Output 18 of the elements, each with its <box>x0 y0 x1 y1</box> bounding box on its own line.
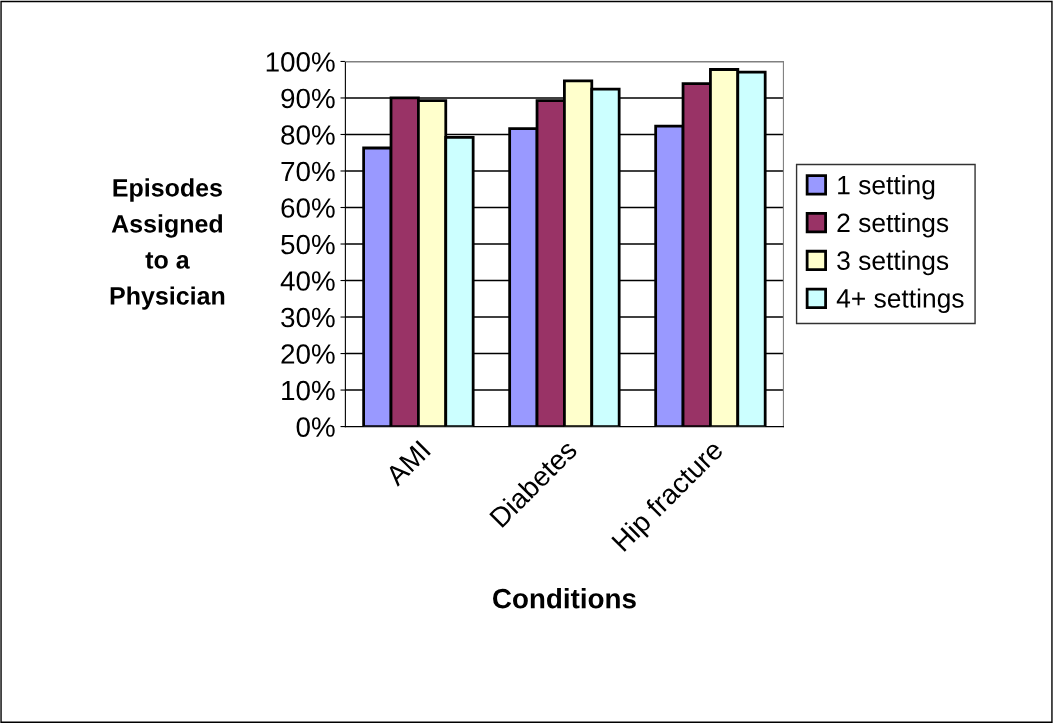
y-tick-label: 70% <box>281 161 335 182</box>
legend-label: 2 settings <box>837 212 949 238</box>
y-tick-label: 10% <box>282 380 335 401</box>
legend-label: 3 settings <box>837 250 949 276</box>
y-tick-label: 50% <box>281 234 335 255</box>
y-tick-label: 90% <box>281 88 335 109</box>
y-tick-label: 0% <box>296 417 335 437</box>
legend-label: 1 setting <box>838 175 935 200</box>
x-tick-label: AMI <box>384 440 431 487</box>
legend-label: 4+ settings <box>836 288 964 313</box>
x-axis-title: Conditions <box>493 588 636 609</box>
y-tick-label: 100% <box>266 52 335 72</box>
y-tick-label: 60% <box>281 198 335 218</box>
y-tick-label: 20% <box>281 344 335 364</box>
y-tick-label: 80% <box>281 125 335 145</box>
y-tick-label: 30% <box>281 307 335 328</box>
y-axis-title: Episodes Assigned to a Physician <box>110 178 225 310</box>
y-tick-label: 40% <box>280 271 335 291</box>
